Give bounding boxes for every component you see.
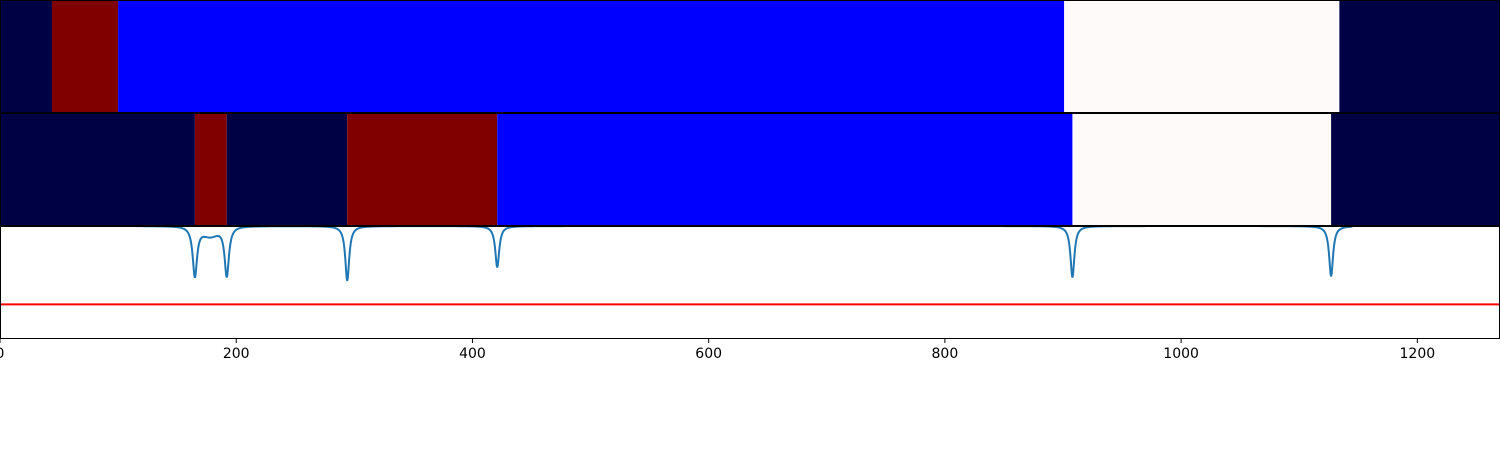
x-tick-label-200: 200 bbox=[223, 346, 250, 362]
segment-2-1 bbox=[0, 113, 195, 225]
segment-1-3 bbox=[118, 0, 1065, 112]
segment-1-4 bbox=[1064, 0, 1340, 112]
segment-1-5 bbox=[1339, 0, 1500, 112]
x-tick-label-400: 400 bbox=[459, 346, 486, 362]
curve-panel-background bbox=[0, 226, 1500, 338]
segment-2-4 bbox=[347, 113, 498, 225]
segment-1-2 bbox=[51, 0, 119, 112]
x-axis: 0 200 400 600 800 1000 1200 bbox=[0, 338, 1435, 362]
prediction-row bbox=[0, 113, 1500, 225]
boundary-score-panel bbox=[0, 225, 1500, 338]
x-tick-label-0: 0 bbox=[0, 346, 4, 362]
segment-2-3 bbox=[226, 113, 348, 225]
ground-truth-row bbox=[0, 0, 1500, 112]
x-tick-label-800: 800 bbox=[932, 346, 959, 362]
x-tick-label-1000: 1000 bbox=[1163, 346, 1199, 362]
segment-2-7 bbox=[1331, 113, 1500, 225]
segment-2-2 bbox=[194, 113, 227, 225]
segment-2-5 bbox=[497, 113, 1073, 225]
segment-1-1 bbox=[0, 0, 52, 112]
x-tick-label-600: 600 bbox=[695, 346, 722, 362]
segment-2-6 bbox=[1072, 113, 1332, 225]
x-tick-label-1200: 1200 bbox=[1400, 346, 1436, 362]
